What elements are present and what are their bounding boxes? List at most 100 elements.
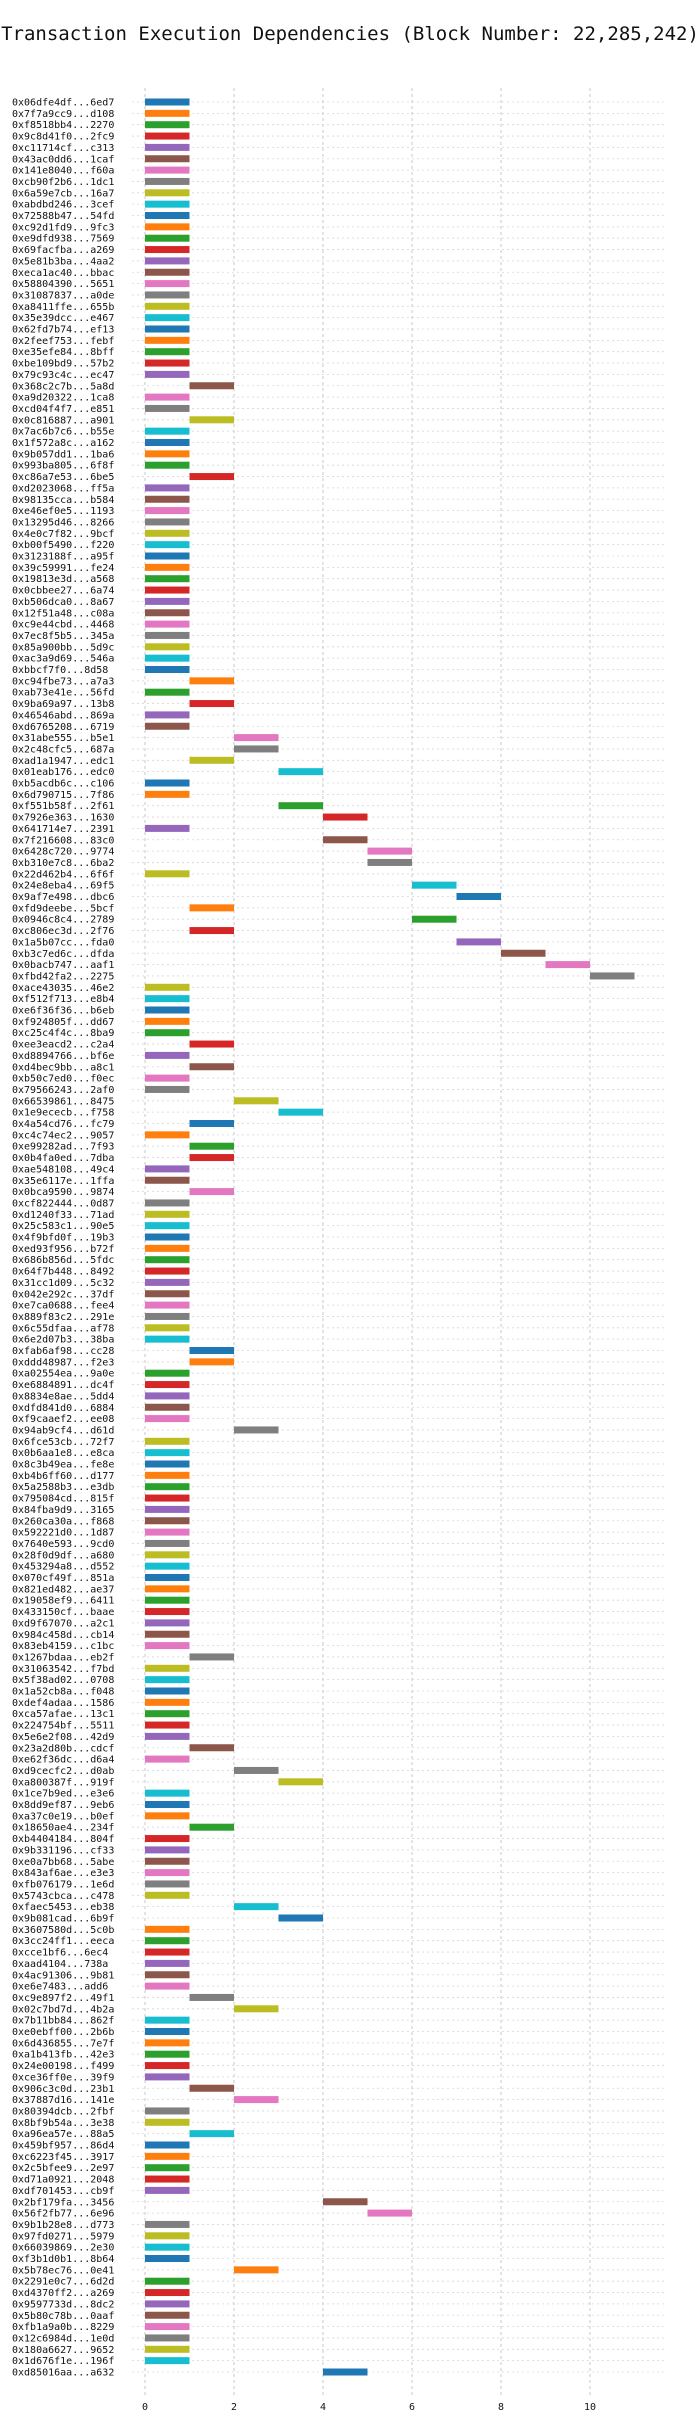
tx-bar: [145, 620, 190, 628]
tx-hash-label: 0x889f83c2...291e: [12, 1312, 114, 1323]
tx-bar: [189, 473, 234, 481]
tx-bar: [145, 1233, 190, 1241]
tx-bar: [145, 1244, 190, 1252]
x-tick-label: 10: [584, 2402, 596, 2413]
tx-bar: [145, 870, 190, 878]
tx-hash-label: 0x993ba805...6f8f: [12, 461, 114, 472]
tx-bar: [456, 938, 501, 946]
tx-bar: [145, 2345, 190, 2353]
tx-bar: [145, 189, 190, 197]
tx-hash-label: 0x4a54cd76...fc79: [12, 1119, 114, 1130]
tx-hash-label: 0xc11714cf...c313: [12, 143, 114, 154]
tx-bar: [145, 177, 190, 185]
tx-bar: [145, 1222, 190, 1230]
tx-bar: [189, 2084, 234, 2092]
tx-bar: [234, 1766, 279, 1774]
tx-hash-label: 0x1f572a8c...a162: [12, 438, 114, 449]
tx-hash-label: 0x641714e7...2391: [12, 824, 114, 835]
tx-hash-label: 0x19813e3d...a568: [12, 574, 114, 585]
tx-bar: [145, 1312, 190, 1320]
tx-bar: [145, 2062, 190, 2070]
tx-bar: [234, 2266, 279, 2274]
tx-bar: [501, 949, 546, 957]
tx-hash-label: 0xc86a7e53...6be5: [12, 472, 114, 483]
tx-bar: [367, 847, 412, 855]
tx-hash-label: 0x39c59991...fe24: [12, 563, 114, 574]
tx-bar: [189, 1347, 234, 1354]
tx-hash-label: 0x0b6aa1e8...e8ca: [12, 1448, 114, 1459]
tx-bar: [145, 484, 190, 492]
tx-hash-label: 0xb5acdb6c...c106: [12, 779, 114, 790]
tx-hash-label: 0x35e6117e...1ffa: [12, 1176, 114, 1187]
tx-bar: [145, 2050, 190, 2058]
tx-hash-label: 0x6428c720...9774: [12, 847, 114, 858]
tx-hash-label: 0xe0ebff00...2b6b: [12, 2027, 114, 2038]
tx-hash-label: 0xfaec5453...eb38: [12, 1902, 114, 1913]
tx-bar: [189, 1823, 234, 1831]
tx-bar: [189, 700, 234, 708]
tx-hash-label: 0xa9d20322...1ca8: [12, 393, 114, 404]
tx-hash-label: 0x3cc24ff1...eeca: [12, 1936, 114, 1947]
tx-bar: [145, 2039, 190, 2047]
tx-bar: [145, 1721, 190, 1729]
tx-bar: [145, 404, 190, 412]
tx-hash-label: 0x12c6984d...1e0d: [12, 2333, 114, 2344]
tx-hash-label: 0x1d676f1e...196f: [12, 2356, 114, 2367]
tx-hash-label: 0x1a5b07cc...fda0: [12, 937, 114, 948]
tx-bar: [145, 1801, 190, 1808]
tx-bar: [145, 1664, 190, 1672]
tx-bar: [145, 1710, 190, 1718]
tx-hash-label: 0x80394dcb...2fbf: [12, 2106, 114, 2117]
tx-hash-label: 0x0bca9590...9874: [12, 1187, 114, 1198]
tx-bar: [145, 166, 190, 174]
tx-bar: [145, 223, 190, 231]
tx-hash-label: 0xd6765208...6719: [12, 722, 114, 733]
tx-hash-label: 0xe35efe84...8bff: [12, 347, 114, 358]
tx-hash-label: 0xfb076179...1e6d: [12, 1879, 114, 1890]
tx-hash-label: 0x9b057dd1...1ba6: [12, 449, 114, 460]
tx-hash-label: 0xc6223f45...3917: [12, 2152, 114, 2163]
tx-bar: [145, 541, 190, 549]
tx-hash-label: 0xd4370ff2...a269: [12, 2288, 114, 2299]
tx-hash-label: 0xfb1a9a0b...8229: [12, 2322, 114, 2333]
tx-bar: [323, 2198, 368, 2206]
tx-hash-label: 0x8834e8ae...5dd4: [12, 1391, 114, 1402]
tx-bar: [145, 2255, 190, 2262]
tx-hash-label: 0x141e8040...f60a: [12, 166, 114, 177]
tx-bar: [145, 1528, 190, 1536]
tx-hash-label: 0x22d462b4...6f6f: [12, 869, 114, 880]
tx-hash-label: 0x070cf49f...851a: [12, 1573, 114, 1584]
tx-hash-label: 0xf9caaef2...ee08: [12, 1414, 114, 1425]
tx-hash-label: 0x84fba9d9...3165: [12, 1505, 114, 1516]
tx-hash-label: 0x224754bf...5511: [12, 1721, 114, 1732]
tx-hash-label: 0x5743cbca...c478: [12, 1891, 114, 1902]
tx-bar: [189, 1188, 234, 1196]
tx-hash-label: 0xf924805f...dd67: [12, 1017, 114, 1028]
tx-hash-label: 0xe0a7bb68...5abe: [12, 1857, 114, 1868]
tx-bar: [145, 1846, 190, 1854]
tx-hash-label: 0xa37c0e19...b0ef: [12, 1811, 114, 1822]
tx-hash-label: 0x9597733d...8dc2: [12, 2299, 114, 2310]
tx-hash-label: 0x459bf957...86d4: [12, 2141, 114, 2152]
tx-bar: [323, 813, 368, 821]
tx-bar: [145, 2141, 190, 2149]
tx-bar: [145, 1290, 190, 1298]
tx-bar: [145, 2300, 190, 2308]
tx-bar: [189, 677, 234, 685]
tx-bar: [145, 563, 190, 571]
tx-hash-label: 0x79c93c4c...ec47: [12, 370, 114, 381]
tx-hash-label: 0x31abe555...b5e1: [12, 733, 114, 744]
tx-bar: [145, 2028, 190, 2035]
tx-hash-label: 0xc9e44cbd...4468: [12, 620, 114, 631]
tx-bar: [145, 2232, 190, 2240]
tx-hash-label: 0xa96ea57e...88a5: [12, 2129, 114, 2140]
tx-hash-label: 0xe7ca0688...fee4: [12, 1301, 114, 1312]
tx-hash-label: 0x7926e363...1630: [12, 813, 114, 824]
tx-bar: [145, 529, 190, 537]
tx-bar: [278, 768, 323, 776]
tx-hash-label: 0xe6884891...dc4f: [12, 1380, 114, 1391]
tx-hash-label: 0xe99282ad...7f93: [12, 1142, 114, 1153]
tx-bar: [145, 2164, 190, 2172]
tx-bar: [145, 1891, 190, 1899]
tx-hash-label: 0xc25c4f4c...8ba9: [12, 1028, 114, 1039]
